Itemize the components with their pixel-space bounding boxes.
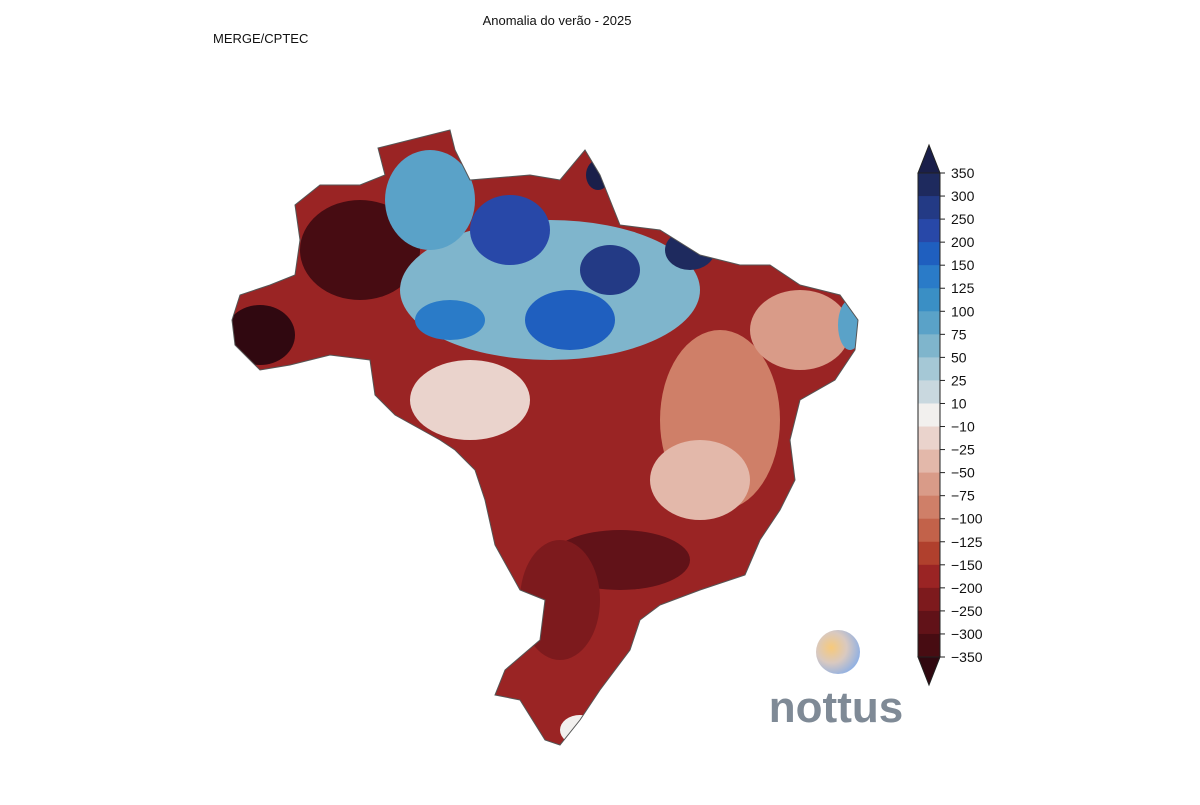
colorbar-swatch xyxy=(918,334,940,358)
colorbar-tick-label: 100 xyxy=(951,303,975,319)
colorbar-tick-label: −75 xyxy=(951,488,975,504)
colorbar-swatch xyxy=(918,219,940,243)
colorbar-tick-label: −250 xyxy=(951,603,983,619)
colorbar-swatch xyxy=(918,472,940,497)
colorbar-tick-label: −150 xyxy=(951,557,983,573)
colorbar-swatch xyxy=(918,518,940,543)
logo-text: nottus xyxy=(769,683,903,732)
colorbar-tick-label: 25 xyxy=(951,372,967,388)
colorbar-swatch xyxy=(918,564,940,589)
colorbar-swatch xyxy=(918,173,940,197)
colorbar-swatch xyxy=(918,311,940,335)
colorbar-frame xyxy=(917,172,941,658)
colorbar-tick-label: −200 xyxy=(951,580,983,596)
colorbar-swatch xyxy=(918,610,940,635)
colorbar-swatch xyxy=(918,380,940,404)
colorbar-tick-label: −300 xyxy=(951,626,983,642)
colorbar-swatch xyxy=(918,633,940,658)
colorbar-swatch xyxy=(918,426,940,451)
colorbar-tick-label: 10 xyxy=(951,395,967,411)
colorbar-swatch xyxy=(918,449,940,474)
colorbar-tick-label: 75 xyxy=(951,326,967,342)
map-title: Anomalia do verão - 2025 xyxy=(483,13,632,28)
source-label: MERGE/CPTEC xyxy=(213,31,308,46)
colorbar-swatch xyxy=(918,357,940,381)
colorbar-tick-label: −25 xyxy=(951,442,975,458)
colorbar-swatch xyxy=(918,265,940,289)
colorbar-tick-label: −10 xyxy=(951,419,975,435)
colorbar-tick-label: −125 xyxy=(951,534,983,550)
colorbar-tick-label: 125 xyxy=(951,280,975,296)
colorbar-tick-label: 300 xyxy=(951,188,975,204)
colorbar-swatch xyxy=(918,288,940,312)
colorbar-tick-label: 50 xyxy=(951,349,967,365)
colorbar-tick-label: 200 xyxy=(951,234,975,250)
colorbar: 350 300 250 200 150 125 100 75 50 25 10 −10 −25 −50 −7… xyxy=(917,143,983,687)
colorbar-tick-label: −100 xyxy=(951,511,983,527)
colorbar-swatch xyxy=(918,495,940,520)
colorbar-tick-label: −50 xyxy=(951,465,975,481)
country-outline xyxy=(231,129,859,746)
colorbar-swatch xyxy=(918,242,940,266)
colorbar-swatch xyxy=(918,403,940,428)
colorbar-swatch xyxy=(918,196,940,220)
colorbar-swatch xyxy=(918,587,940,612)
colorbar-tick-label: 250 xyxy=(951,211,975,227)
logo-icon xyxy=(816,630,860,674)
colorbar-tick-label: 350 xyxy=(951,165,975,181)
colorbar-tick-label: 150 xyxy=(951,257,975,273)
colorbar-swatch xyxy=(918,541,940,566)
colorbar-tick-label: −350 xyxy=(951,649,983,665)
